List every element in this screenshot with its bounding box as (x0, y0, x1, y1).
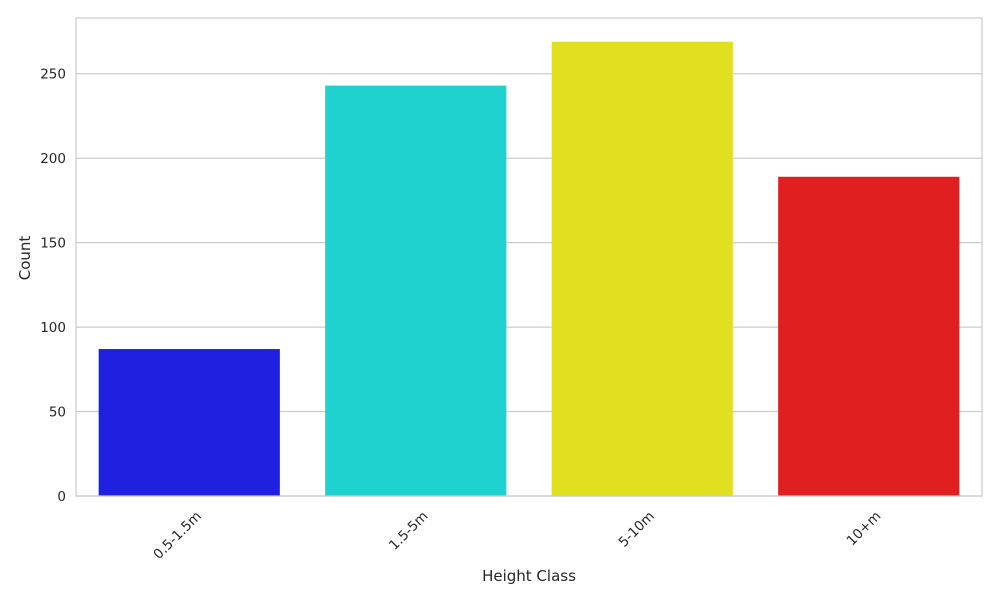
y-tick-label: 200 (40, 151, 66, 167)
y-tick-label: 100 (40, 320, 66, 336)
y-tick-labels: 0 50 100 150 200 250 (40, 67, 66, 505)
y-tick-label: 250 (40, 67, 66, 83)
x-tick-label: 5-10m (616, 508, 658, 550)
x-tick-label: 10+m (844, 508, 885, 549)
y-tick-label: 50 (49, 405, 66, 421)
y-tick-label: 150 (40, 236, 66, 252)
bar-1.5-5m (325, 85, 507, 497)
x-tick-label: 1.5-5m (386, 508, 431, 553)
bar-5-10m (551, 41, 733, 497)
y-axis-label: Count (16, 236, 34, 281)
bar-10+m (778, 176, 960, 496)
x-tick-label: 0.5-1.5m (150, 508, 204, 562)
bars (98, 41, 960, 497)
y-tick-label: 0 (57, 489, 66, 505)
x-axis-label: Height Class (482, 567, 576, 585)
plot-frame (75, 17, 983, 497)
bar-0.5-1.5m (98, 349, 280, 496)
x-tick-labels: 0.5-1.5m 1.5-5m 5-10m 10+m (150, 508, 884, 562)
